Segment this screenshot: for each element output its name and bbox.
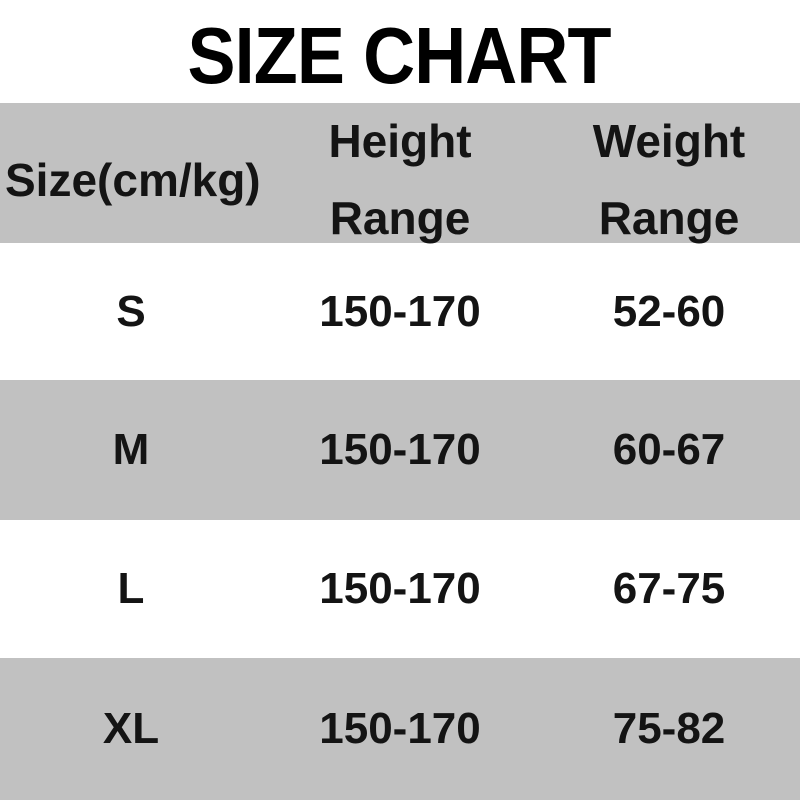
table-row-xl: XL 150-170 75-82 bbox=[0, 658, 800, 800]
header-weight-line1: Weight bbox=[592, 115, 746, 167]
size-value: L bbox=[117, 564, 145, 613]
height-range-value: 150-170 bbox=[319, 286, 481, 336]
height-range-value: 150-170 bbox=[319, 704, 481, 753]
size-value: M bbox=[112, 425, 150, 474]
page-title: SIZE CHART bbox=[187, 10, 612, 100]
weight-range-value: 75-82 bbox=[612, 704, 726, 753]
size-value: XL bbox=[102, 704, 160, 753]
header-size-label: Size(cm/kg) bbox=[5, 154, 261, 206]
header-weight-line2: Range bbox=[598, 192, 740, 244]
header-height-line1: Height bbox=[328, 115, 472, 167]
size-value: S bbox=[116, 286, 146, 336]
weight-range-value: 67-75 bbox=[612, 564, 726, 613]
header-height-label: Height Range bbox=[262, 103, 538, 257]
table-header-row: Size(cm/kg) Height Range Weight Range bbox=[0, 103, 800, 244]
header-weight-label: Weight Range bbox=[538, 103, 800, 257]
title-area: SIZE CHART bbox=[0, 0, 800, 103]
table-row-m: M 150-170 60-67 bbox=[0, 380, 800, 520]
weight-range-value: 52-60 bbox=[612, 286, 726, 336]
height-range-value: 150-170 bbox=[319, 425, 481, 474]
table-row-s: S 150-170 52-60 bbox=[0, 243, 800, 380]
height-range-value: 150-170 bbox=[319, 564, 481, 613]
table-row-l: L 150-170 67-75 bbox=[0, 520, 800, 658]
weight-range-value: 60-67 bbox=[612, 425, 726, 474]
header-height-line2: Range bbox=[329, 192, 471, 244]
